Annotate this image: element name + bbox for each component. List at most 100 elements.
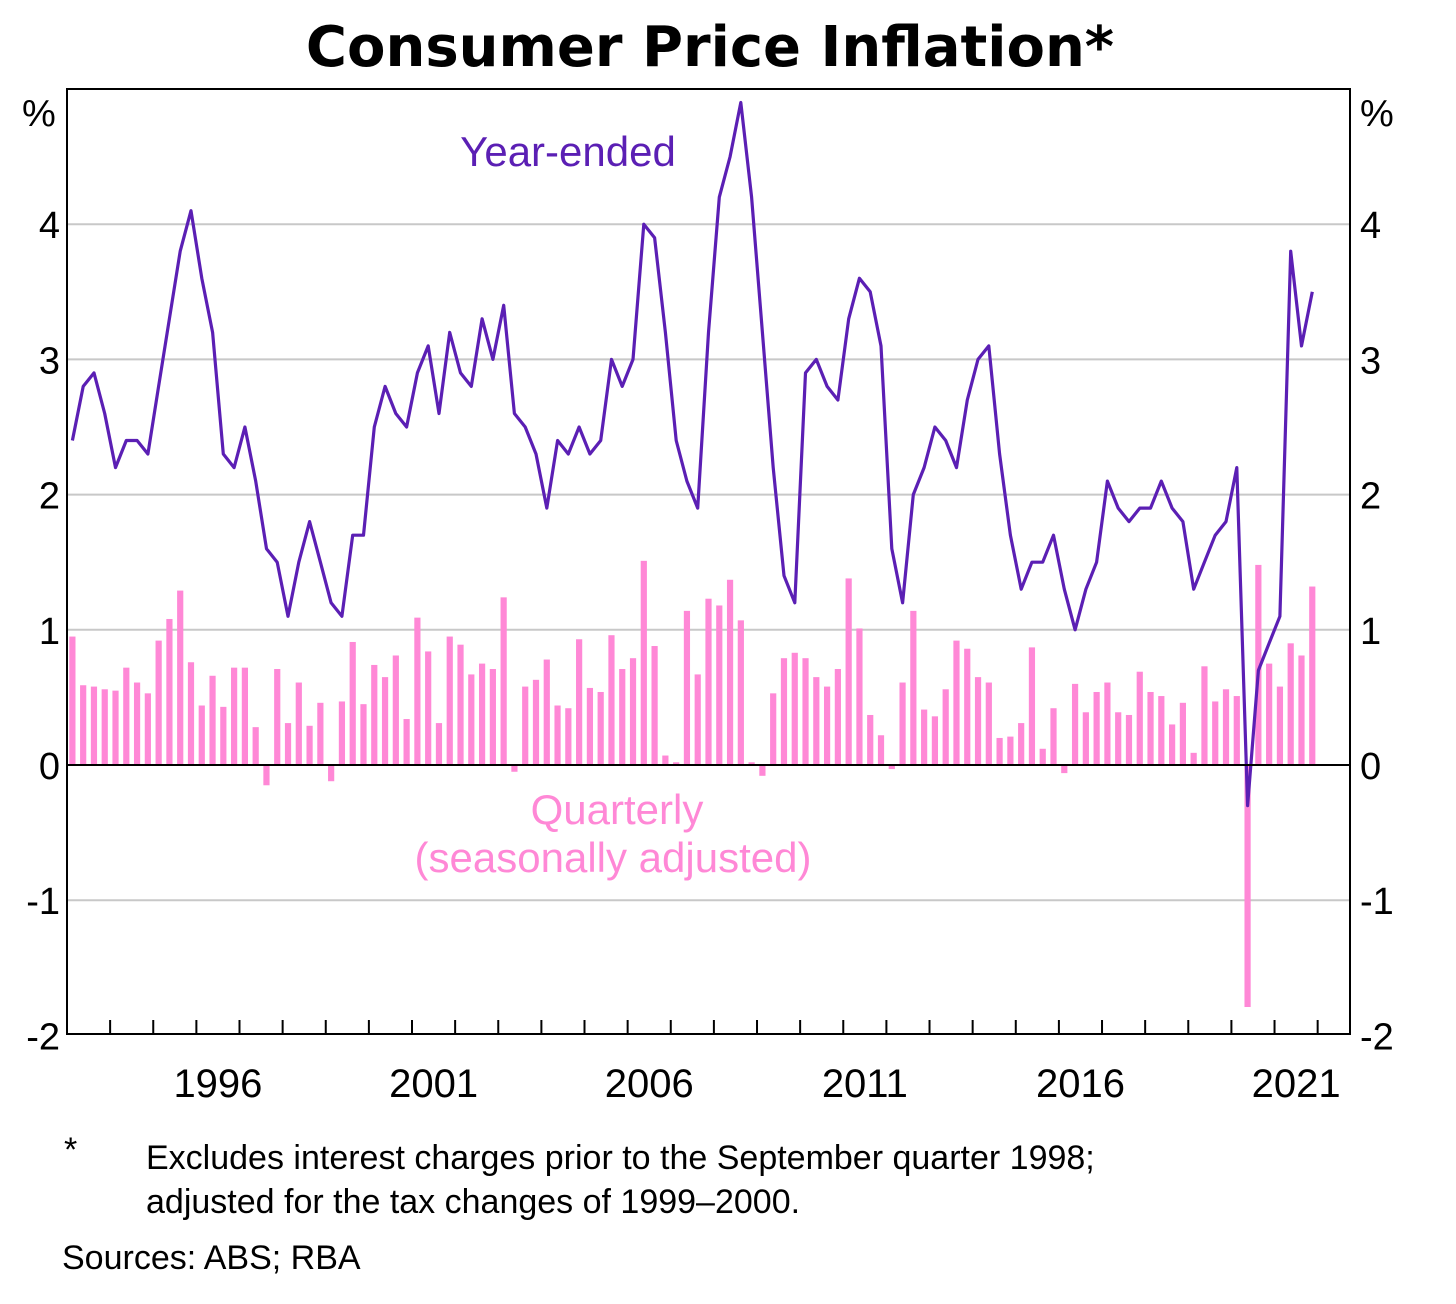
quarterly-bar (877, 735, 885, 765)
quarterly-bar (403, 719, 410, 765)
quarterly-bar (446, 636, 453, 765)
x-tick-label: 2001 (389, 1062, 478, 1106)
quarterly-bar (457, 644, 464, 765)
y-tick-label-right: 3 (1360, 340, 1381, 382)
y-tick-label-right: 1 (1360, 611, 1381, 653)
quarterly-bar (532, 679, 540, 765)
quarterly-bar (133, 682, 141, 765)
quarterly-bar (726, 579, 734, 765)
x-tick-label: 1996 (173, 1062, 262, 1106)
chart-title: Consumer Price Inflation* (306, 15, 1114, 80)
quarterly-bar (802, 658, 809, 765)
quarterly-bar (1276, 686, 1284, 765)
plot-frame (66, 88, 1351, 1035)
quarterly-bar (392, 655, 399, 765)
quarterly-bar (522, 686, 529, 765)
quarterly-bar (953, 640, 960, 765)
quarterly-bar (1233, 696, 1240, 765)
year-ended-line-layer (70, 100, 1314, 808)
quarterly-bar (1007, 736, 1014, 765)
footnote-marker: * (64, 1131, 78, 1169)
quarterly-bar (371, 664, 378, 765)
y-tick-label-right: 2 (1360, 476, 1381, 518)
quarterly-bar (252, 727, 259, 765)
quarterly-bar (597, 691, 604, 765)
quarterly-bar (511, 765, 518, 772)
year-ended-series-label: Year-ended (460, 128, 676, 175)
quarterly-bar (921, 709, 928, 765)
quarterly-bar (414, 617, 421, 765)
y-tick-label-right: 0 (1360, 746, 1381, 788)
quarterly-bar (931, 716, 939, 765)
quarterly-bar (123, 667, 130, 765)
quarterly-bar (1050, 708, 1057, 765)
quarterly-bar (101, 689, 108, 765)
quarterly-bars (69, 560, 1316, 1008)
quarterly-bar (964, 648, 971, 765)
quarterly-bar (1115, 712, 1122, 765)
quarterly-bar (1201, 666, 1208, 765)
y-tick-label-left: 1 (39, 611, 60, 653)
quarterly-bar (435, 723, 443, 765)
quarterly-bar (974, 677, 982, 765)
quarterly-bar (619, 669, 626, 765)
quarterly-bar (1255, 564, 1262, 765)
quarterly-bar (554, 705, 561, 765)
quarterly-bar (629, 658, 637, 765)
quarterly-bar (381, 677, 389, 765)
quarterly-bar (899, 682, 906, 765)
quarterly-bar (478, 663, 486, 765)
quarterly-bar (1082, 712, 1089, 765)
quarterly-bar (737, 620, 744, 765)
footnote-line-2: adjusted for the tax changes of 1999–200… (146, 1183, 801, 1221)
x-tick-label: 2016 (1036, 1062, 1125, 1106)
y-tick-label-right: -1 (1360, 881, 1394, 923)
y-tick-label-left: 4 (39, 205, 60, 247)
quarterly-bar (1287, 643, 1294, 765)
quarterly-bar (834, 669, 841, 765)
y-tick-label-left: 3 (39, 340, 60, 382)
quarterly-bar (867, 714, 874, 765)
quarterly-bar (360, 704, 367, 765)
quarterly-bar (748, 762, 755, 765)
quarterly-bar (813, 677, 820, 765)
quarterly-bar (489, 669, 496, 765)
quarterly-bar (1266, 663, 1273, 765)
quarterly-bar (791, 652, 798, 765)
quarterly-bar (166, 618, 173, 765)
quarterly-bar (705, 598, 712, 765)
quarterly-bar (888, 765, 895, 770)
quarterly-bar (69, 636, 76, 765)
y-tick-label-right: -2 (1360, 1016, 1394, 1058)
quarterly-bar (177, 590, 184, 765)
quarterly-bar (694, 674, 701, 765)
quarterly-bar (780, 658, 788, 765)
y-tick-label-left: -2 (26, 1016, 60, 1058)
left-unit-label: % (22, 93, 56, 135)
quarterly-bar (1136, 671, 1143, 765)
quarterly-bar (942, 689, 949, 765)
quarterly-bar (1093, 691, 1100, 765)
quarterly-bar (284, 723, 292, 765)
y-tick-label-left: 2 (39, 476, 60, 518)
quarterly-bar (1212, 701, 1219, 765)
right-unit-label: % (1360, 93, 1394, 135)
quarterly-bar (1018, 723, 1025, 765)
quarterly-bar (295, 682, 302, 765)
quarterly-bar (845, 578, 852, 765)
quarterly-bar (716, 605, 723, 765)
quarterly-bar (910, 610, 917, 765)
quarterly-bar (1298, 655, 1305, 765)
quarterly-bar (1169, 724, 1176, 765)
quarterly-bar (112, 690, 119, 765)
quarterly-bar (823, 686, 831, 765)
quarterly-bar (1061, 765, 1068, 774)
x-tick-label: 2006 (605, 1062, 694, 1106)
quarterly-bar (187, 662, 195, 765)
quarterly-bar (1028, 647, 1036, 765)
quarterly-bar (662, 755, 669, 765)
quarterly-bar (1179, 702, 1186, 765)
quarterly-bar (425, 651, 432, 765)
quarterly-bar (1147, 691, 1154, 765)
quarterly-bar (349, 641, 356, 765)
